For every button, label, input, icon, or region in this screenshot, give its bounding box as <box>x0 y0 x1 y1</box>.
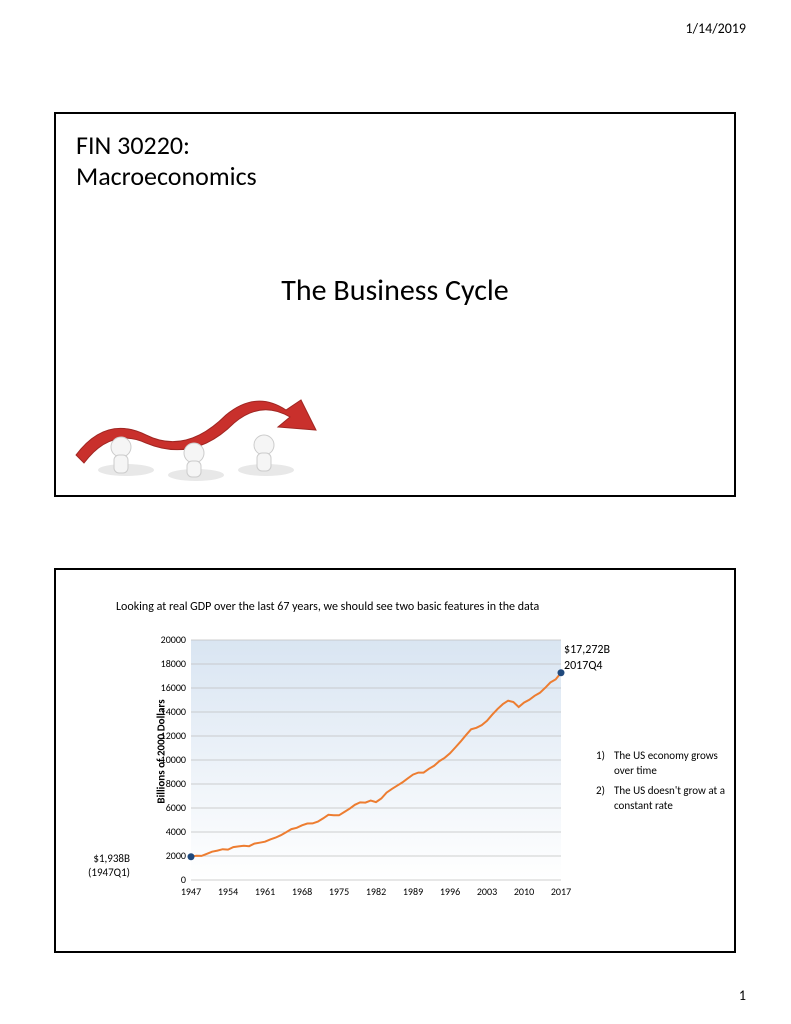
slide-1: FIN 30220: Macroeconomics The Business C… <box>54 112 736 497</box>
svg-text:1961: 1961 <box>255 885 275 898</box>
note-text: The US doesn't grow at a constant rate <box>614 783 726 814</box>
svg-text:6000: 6000 <box>166 801 186 814</box>
svg-text:8000: 8000 <box>166 777 186 790</box>
svg-text:1975: 1975 <box>329 885 349 898</box>
svg-text:16000: 16000 <box>161 681 186 694</box>
chart-svg: 0200040006000800010000120001400016000180… <box>151 630 571 910</box>
start-period: (1947Q1) <box>82 866 130 880</box>
svg-text:2010: 2010 <box>514 885 534 898</box>
svg-text:2003: 2003 <box>477 885 497 898</box>
start-value: $1,938B <box>82 852 130 866</box>
svg-text:1982: 1982 <box>366 885 386 898</box>
svg-text:18000: 18000 <box>161 657 186 670</box>
svg-text:1968: 1968 <box>292 885 312 898</box>
svg-text:1954: 1954 <box>218 885 238 898</box>
note-item-2: 2) The US doesn't grow at a constant rat… <box>596 783 726 814</box>
course-code: FIN 30220: <box>76 130 257 161</box>
svg-text:2017: 2017 <box>551 885 571 898</box>
svg-text:10000: 10000 <box>161 753 186 766</box>
end-point-label: $17,272B 2017Q4 <box>564 643 610 674</box>
slide-2: Looking at real GDP over the last 67 yea… <box>54 568 736 953</box>
start-point-label: $1,938B (1947Q1) <box>82 852 130 881</box>
svg-text:12000: 12000 <box>161 729 186 742</box>
svg-text:14000: 14000 <box>161 705 186 718</box>
svg-text:2000: 2000 <box>166 849 186 862</box>
notes-list: 1) The US economy grows over time 2) The… <box>596 748 726 818</box>
gdp-chart: 0200040006000800010000120001400016000180… <box>151 630 551 880</box>
end-value: $17,272B <box>564 643 610 659</box>
note-number: 1) <box>596 748 614 779</box>
note-number: 2) <box>596 783 614 814</box>
course-name: Macroeconomics <box>76 161 257 192</box>
svg-text:4000: 4000 <box>166 825 186 838</box>
note-text: The US economy grows over time <box>614 748 726 779</box>
svg-text:20000: 20000 <box>161 633 186 646</box>
note-item-1: 1) The US economy grows over time <box>596 748 726 779</box>
svg-text:1947: 1947 <box>181 885 201 898</box>
chart-description: Looking at real GDP over the last 67 yea… <box>116 600 539 614</box>
end-period: 2017Q4 <box>564 659 610 675</box>
slide-title: The Business Cycle <box>56 272 734 309</box>
course-title: FIN 30220: Macroeconomics <box>76 130 257 192</box>
header-date: 1/14/2019 <box>686 20 746 37</box>
svg-text:1989: 1989 <box>403 885 423 898</box>
svg-text:1996: 1996 <box>440 885 460 898</box>
decorative-arrow-illustration <box>66 375 336 485</box>
page-number: 1 <box>739 987 746 1004</box>
